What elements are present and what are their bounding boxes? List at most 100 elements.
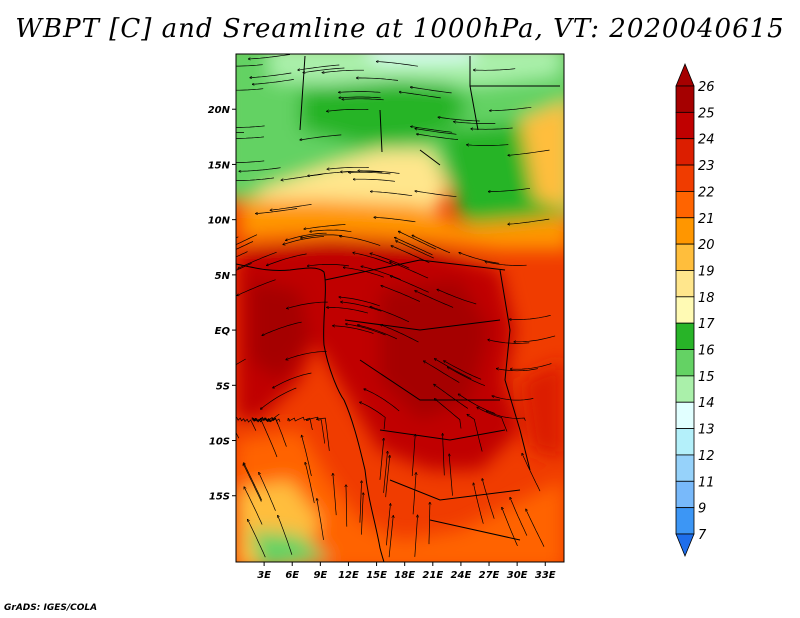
streamline: [243, 464, 262, 502]
streamline: [333, 473, 337, 516]
plot-title: WBPT [C] and Sreamline at 1000hPa, VT: 2…: [15, 14, 785, 44]
colorbar-segment: [675, 322, 695, 350]
colorbar-label: 20: [698, 238, 715, 253]
colorbar-label: 17: [698, 317, 715, 332]
streamline: [303, 67, 345, 73]
streamline: [388, 515, 393, 558]
streamline: [492, 396, 534, 401]
streamline: [252, 413, 280, 423]
streamline: [514, 335, 556, 342]
field-yellow-east: [520, 102, 564, 209]
streamline: [502, 507, 518, 547]
colorbar-top-arrow: [675, 62, 695, 87]
streamline: [361, 266, 401, 280]
streamline: [236, 88, 264, 91]
streamline: [300, 234, 343, 238]
colorbar-segment: [675, 217, 695, 245]
colorbar-label: 9: [698, 502, 706, 517]
streamline: [302, 435, 312, 476]
streamline: [381, 286, 420, 302]
lon-tick-label: 27E: [479, 570, 500, 581]
streamline: [237, 279, 276, 296]
streamline: [345, 324, 386, 336]
streamline: [473, 483, 484, 524]
lat-tick-label: 15N: [208, 160, 231, 171]
colorbar-segment: [675, 349, 695, 377]
streamline: [391, 246, 430, 264]
streamline: [496, 369, 538, 372]
streamline: [488, 340, 530, 344]
colorbar: 26 25 24 23 22 21 20 19 18 17 16 15 14 13 12 11 9 7: [675, 62, 715, 558]
streamline: [342, 99, 384, 100]
country-borders: [299, 55, 560, 541]
field-red-se: [520, 360, 564, 460]
streamline: [522, 453, 541, 492]
streamline: [286, 301, 328, 309]
colorbar-label: 23: [698, 159, 715, 174]
field-yellow-sahel: [250, 150, 450, 215]
colorbar-segment: [675, 480, 695, 509]
streamline: [283, 236, 324, 245]
streamline: [509, 314, 551, 319]
streamline: [332, 326, 374, 334]
colorbar-label: 7: [698, 528, 707, 543]
lon-tick-label: 21E: [422, 570, 443, 581]
colorbar-label: 16: [698, 344, 715, 359]
lon-tick-label: 9E: [313, 570, 327, 581]
streamline: [300, 134, 342, 140]
streamline: [244, 463, 263, 501]
colorbar-label: 11: [698, 475, 715, 490]
streamline: [236, 251, 248, 258]
colorbar-segment: [675, 270, 695, 298]
streamline: [346, 485, 347, 527]
streamline: [390, 262, 429, 279]
lon-tick-label: 30E: [507, 570, 528, 581]
streamline: [379, 438, 384, 480]
colorbar-label: 19: [698, 264, 715, 279]
streamline: [322, 69, 364, 73]
streamline: [341, 302, 382, 312]
lon-tick-label: 6E: [285, 570, 299, 581]
streamline: [236, 136, 264, 139]
colorbar-segment: [675, 296, 695, 324]
streamline: [250, 72, 292, 78]
streamline: [370, 307, 410, 323]
colorbar-label: 22: [698, 185, 715, 200]
colorbar-label: 24: [698, 133, 715, 148]
streamline: [473, 68, 516, 71]
streamline: [260, 418, 278, 458]
streamline: [307, 171, 350, 176]
field-darkgreen-north: [300, 70, 470, 145]
colorbar-label: 15: [698, 370, 715, 385]
lon-tick-label: 33E: [535, 570, 556, 581]
streamline: [358, 171, 400, 174]
boundaries: [236, 55, 560, 562]
colorbar-segment: [675, 111, 695, 140]
streamline: [449, 454, 453, 496]
streamline: [434, 399, 462, 429]
streamline: [416, 134, 459, 140]
streamline: [376, 62, 418, 67]
streamline: [255, 208, 298, 213]
wbpt-field: [236, 54, 564, 562]
streamline: [443, 433, 445, 476]
streamlines: [236, 54, 556, 558]
streamline: [510, 497, 528, 536]
streamline: [399, 92, 441, 99]
streamline: [244, 487, 263, 525]
streamline: [310, 229, 352, 232]
streamline: [343, 267, 384, 278]
colorbar-segment: [675, 138, 695, 166]
lat-tick-label: 10N: [208, 216, 231, 227]
streamline: [236, 234, 258, 246]
streamline: [438, 117, 480, 122]
streamline: [357, 325, 398, 340]
colorbar-segment: [675, 428, 695, 456]
streamline: [236, 263, 252, 271]
streamline: [356, 78, 399, 81]
field-green-south: [250, 530, 330, 562]
streamline: [415, 129, 457, 135]
colorbar-segment: [675, 507, 695, 535]
colorbar-segment: [675, 164, 695, 192]
lat-tick-label: 5N: [215, 271, 231, 282]
